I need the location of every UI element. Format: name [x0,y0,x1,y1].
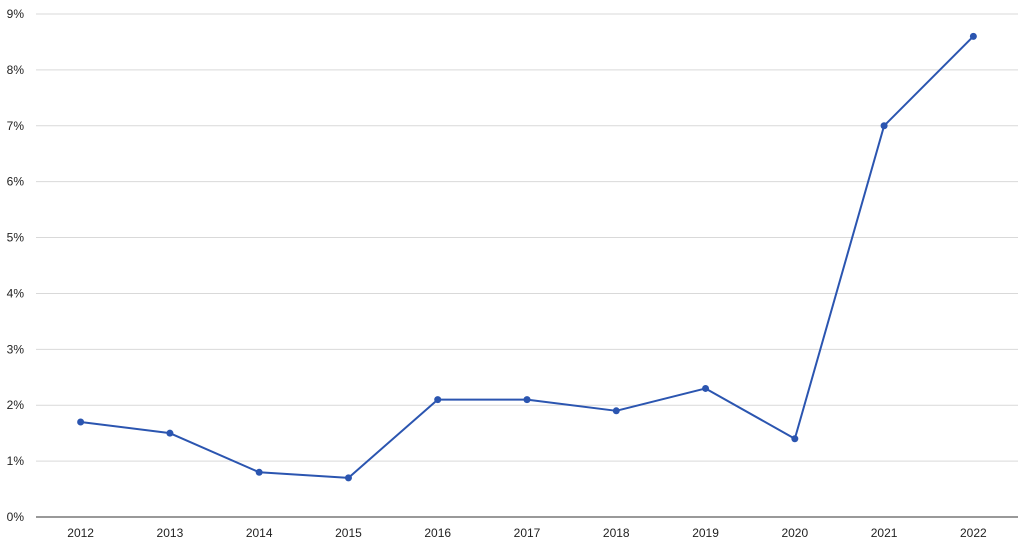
y-tick-label: 7% [7,119,25,133]
data-point [523,396,531,404]
series-layer [77,32,977,482]
data-point [612,407,620,415]
x-tick-label: 2013 [157,526,184,540]
x-tick-label: 2019 [692,526,719,540]
y-tick-label: 0% [7,510,25,524]
y-tick-label: 2% [7,398,25,412]
series-line [80,35,975,479]
y-tick-label: 6% [7,175,25,189]
y-tick-label: 4% [7,286,25,300]
gridlines [36,13,1018,462]
x-tick-label: 2015 [335,526,362,540]
data-point [255,468,263,476]
x-tick-label: 2016 [424,526,451,540]
data-point [969,32,977,40]
data-point [880,122,888,130]
y-tick-label: 8% [7,63,25,77]
data-point [702,384,710,392]
x-axis-tick-labels: 2012 2013 2014 2015 2016 2017 2018 2019 2020 2021… [67,526,987,540]
y-tick-label: 3% [7,342,25,356]
data-point [344,474,352,482]
data-point [434,396,442,404]
x-tick-label: 2012 [67,526,94,540]
x-tick-label: 2014 [246,526,273,540]
data-point [166,429,174,437]
x-tick-label: 2017 [514,526,541,540]
x-tick-label: 2018 [603,526,630,540]
y-axis-tick-labels: 0% 1% 2% 3% 4% 5% 6% 7% 8% 9% [7,7,25,524]
x-tick-label: 2022 [960,526,987,540]
y-tick-label: 1% [7,454,25,468]
x-tick-label: 2021 [871,526,898,540]
x-tick-label: 2020 [781,526,808,540]
y-tick-label: 9% [7,7,25,21]
y-tick-label: 5% [7,231,25,245]
data-point [77,418,85,426]
data-point [791,435,799,443]
